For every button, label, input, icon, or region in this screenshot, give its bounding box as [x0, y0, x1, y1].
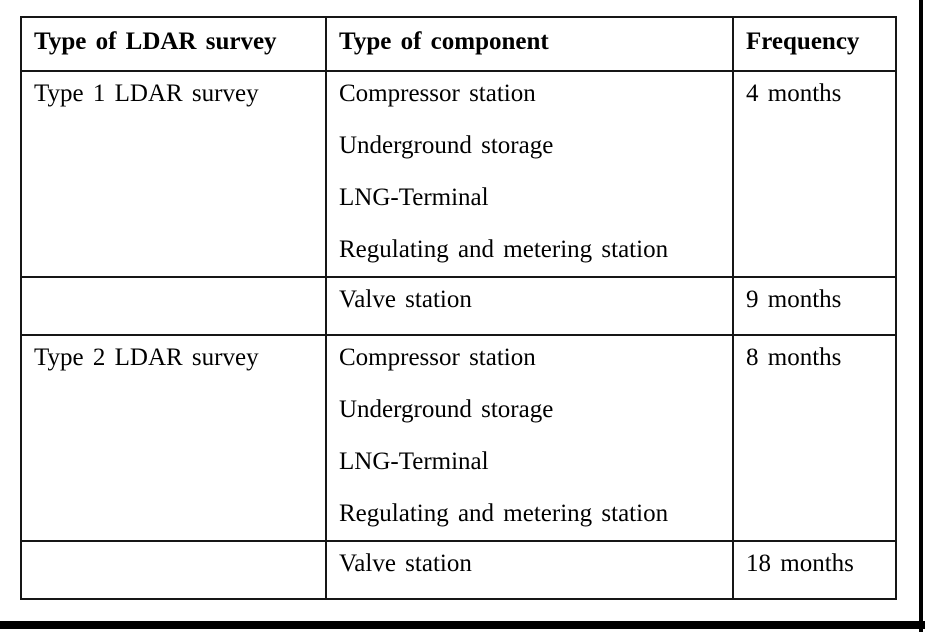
- cell-survey-type: Type 2 LDAR survey: [20, 334, 327, 542]
- cell-components: Compressor station Underground storage L…: [325, 334, 734, 542]
- header-survey-type: Type of LDAR survey: [20, 16, 327, 72]
- component-line: Regulating and metering station: [339, 500, 669, 527]
- table-row: Valve station 9 months: [20, 276, 897, 336]
- component-line: Valve station: [339, 286, 472, 313]
- table-row: Type 2 LDAR survey Compressor station Un…: [20, 334, 897, 542]
- component-line: LNG-Terminal: [339, 184, 489, 211]
- component-line: Regulating and metering station: [339, 236, 669, 263]
- cell-survey-type: [20, 540, 327, 600]
- component-line: Valve station: [339, 550, 472, 577]
- table-header-row: Type of LDAR survey Type of component Fr…: [20, 16, 897, 72]
- page-frame-right-edge: [919, 0, 923, 632]
- cell-components: Compressor station Underground storage L…: [325, 70, 734, 278]
- cell-frequency: 18 months: [732, 540, 897, 600]
- cell-frequency: 9 months: [732, 276, 897, 336]
- page-frame-bottom-edge: [0, 621, 925, 629]
- header-component-type: Type of component: [325, 16, 734, 72]
- cell-survey-type: [20, 276, 327, 336]
- cell-components: Valve station: [325, 540, 734, 600]
- component-line: Underground storage: [339, 396, 554, 423]
- component-line: Compressor station: [339, 344, 536, 371]
- cell-frequency: 4 months: [732, 70, 897, 278]
- component-line: Compressor station: [339, 80, 536, 107]
- component-line: LNG-Terminal: [339, 448, 489, 475]
- table-row: Type 1 LDAR survey Compressor station Un…: [20, 70, 897, 278]
- header-frequency: Frequency: [732, 16, 897, 72]
- cell-components: Valve station: [325, 276, 734, 336]
- table-row: Valve station 18 months: [20, 540, 897, 600]
- ldar-survey-frequency-table: Type of LDAR survey Type of component Fr…: [20, 16, 897, 600]
- component-line: Underground storage: [339, 132, 554, 159]
- cell-frequency: 8 months: [732, 334, 897, 542]
- cell-survey-type: Type 1 LDAR survey: [20, 70, 327, 278]
